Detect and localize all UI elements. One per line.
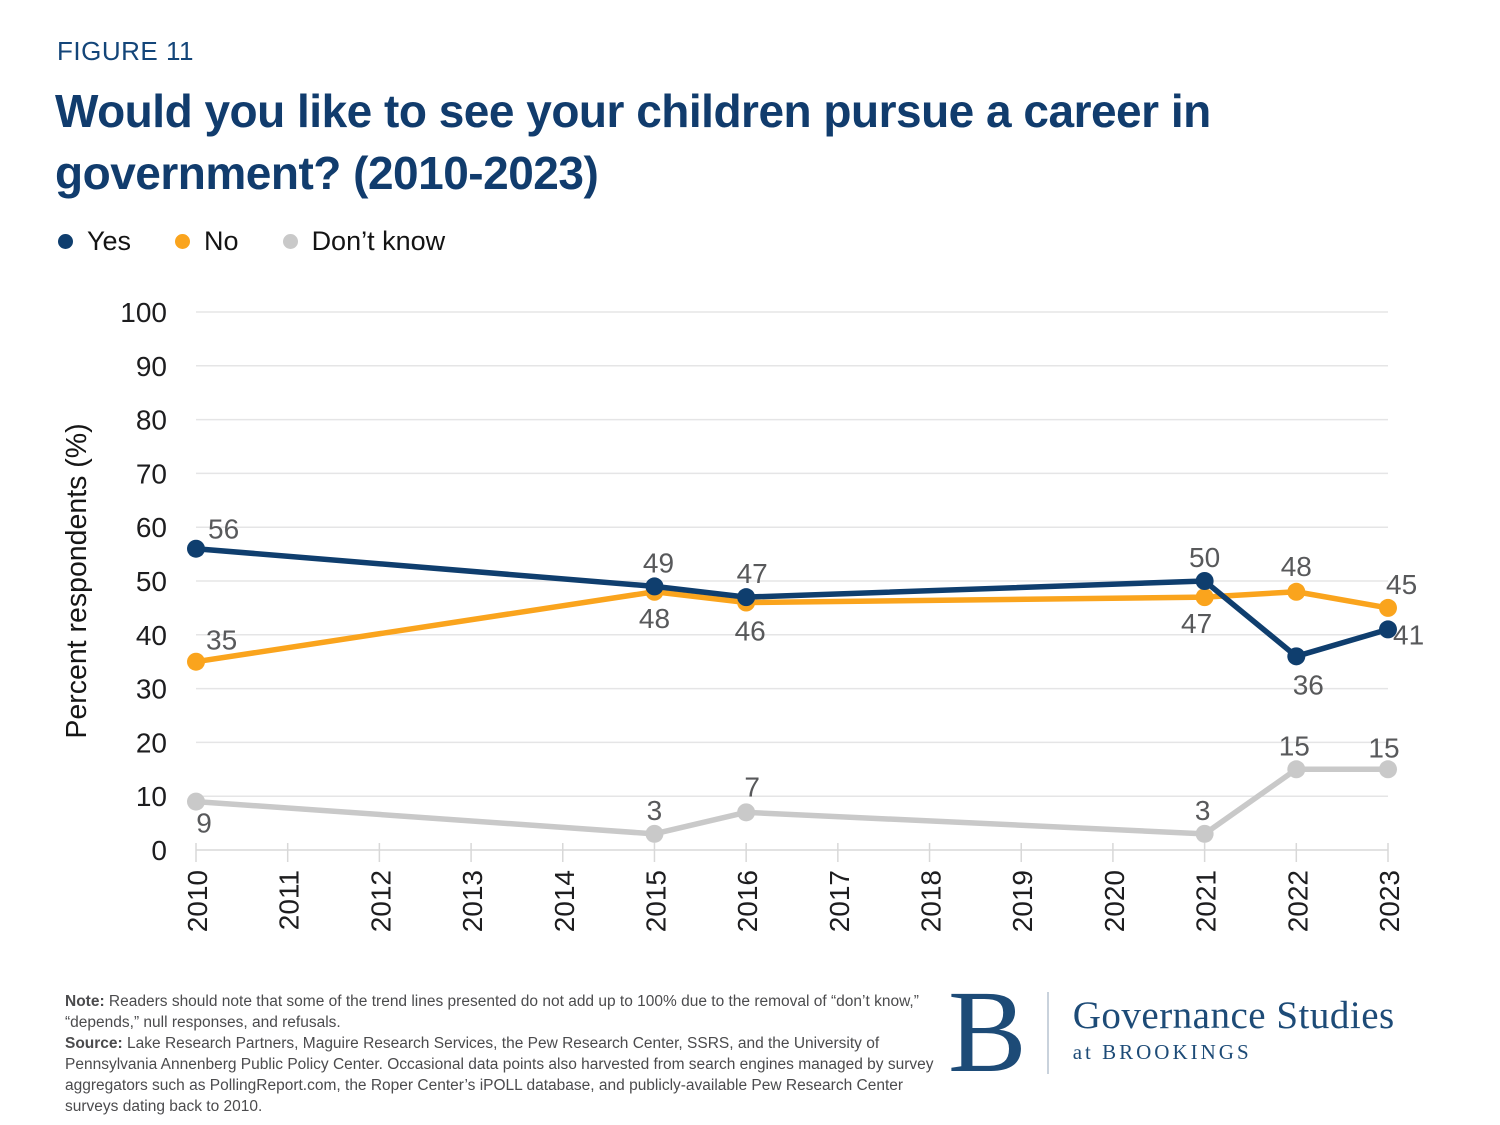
data-label-don-t-know-2015: 3 <box>647 795 663 826</box>
data-label-yes-2021: 50 <box>1189 542 1220 573</box>
data-point-yes-2022 <box>1287 647 1306 666</box>
legend-item-don-t-know: Don’t know <box>282 226 446 257</box>
line-chart: 0 10 20 30 40 50 60 70 80 90 100 2010 2011 2012 2013 20… <box>61 297 1424 932</box>
data-label-don-t-know-2023: 15 <box>1368 732 1399 763</box>
y-tick-label-90: 90 <box>136 351 167 382</box>
data-point-don-t-know-2016 <box>737 803 756 822</box>
data-label-don-t-know-2010: 9 <box>196 808 212 839</box>
figure-label: FIGURE 11 <box>57 36 194 66</box>
data-label-yes-2022: 36 <box>1293 669 1324 700</box>
x-tick-label-2016: 2016 <box>732 870 763 932</box>
source-label: Source: <box>65 1035 123 1052</box>
data-point-yes-2023 <box>1379 620 1397 639</box>
y-tick-label-30: 30 <box>136 674 167 705</box>
legend-item-no: No <box>175 226 239 257</box>
x-tick-label-2011: 2011 <box>274 870 305 930</box>
legend-label-yes: Yes <box>87 226 132 256</box>
data-label-no-2021: 47 <box>1181 608 1212 639</box>
data-label-no-2010: 35 <box>206 625 237 656</box>
data-label-no-2022: 48 <box>1281 551 1312 582</box>
data-label-don-t-know-2022: 15 <box>1279 730 1310 761</box>
x-tick-label-2023: 2023 <box>1374 870 1405 932</box>
source-text: Lake Research Partners, Maguire Research… <box>65 1035 934 1115</box>
y-tick-label-60: 60 <box>136 512 167 543</box>
legend-label-don-t-know: Don’t know <box>311 226 446 256</box>
chart-legend: Yes No Don’t know <box>58 226 489 257</box>
data-point-don-t-know-2015 <box>645 824 664 843</box>
y-tick-label-20: 20 <box>136 727 167 758</box>
data-point-yes-2010 <box>187 539 205 558</box>
data-label-don-t-know-2016: 7 <box>744 771 760 802</box>
legend-dot-no <box>175 234 191 249</box>
data-point-no-2023 <box>1379 598 1397 617</box>
data-point-no-2010 <box>187 652 205 671</box>
data-label-yes-2010: 56 <box>208 514 239 545</box>
note-paragraph: Note: Readers should note that some of t… <box>65 991 945 1033</box>
y-axis-title: Percent respondents (%) <box>61 423 93 738</box>
data-point-no-2022 <box>1287 582 1306 601</box>
data-label-no-2015: 48 <box>639 603 670 634</box>
legend-dot-yes <box>58 234 73 249</box>
logo-divider <box>1046 992 1049 1074</box>
data-label-yes-2023: 41 <box>1393 619 1424 650</box>
data-label-yes-2016: 47 <box>737 558 768 589</box>
x-tick-label-2020: 2020 <box>1099 870 1130 932</box>
y-tick-label-50: 50 <box>136 566 167 597</box>
series-line-don-t-know <box>193 766 1391 837</box>
x-tick-label-2015: 2015 <box>640 870 671 932</box>
y-tick-label-0: 0 <box>151 835 167 866</box>
legend-dot-don-t-know <box>282 234 298 249</box>
series-line-no <box>193 589 1391 665</box>
data-label-yes-2015: 49 <box>643 547 674 578</box>
y-tick-label-80: 80 <box>136 405 167 436</box>
data-label-don-t-know-2021: 3 <box>1195 795 1211 826</box>
data-point-don-t-know-2021 <box>1195 824 1214 843</box>
data-point-don-t-know-2010 <box>187 792 205 811</box>
series-line-yes <box>193 545 1391 660</box>
data-point-yes-2015 <box>645 577 664 596</box>
x-tick-label-2017: 2017 <box>824 870 855 932</box>
logo-at-brookings: at BROOKINGS <box>1072 1040 1252 1064</box>
x-tick-label-2019: 2019 <box>1007 870 1038 932</box>
brookings-b-mark: B <box>948 966 1027 1097</box>
data-point-don-t-know-2022 <box>1287 760 1306 779</box>
y-tick-label-10: 10 <box>136 781 167 812</box>
data-label-no-2023: 45 <box>1386 569 1417 600</box>
x-tick-label-2018: 2018 <box>916 870 947 932</box>
chart-title-line1: Would you like to see your children purs… <box>55 85 1211 137</box>
note-label: Note: <box>65 993 105 1010</box>
data-point-no-2021 <box>1195 588 1214 607</box>
x-tick-label-2012: 2012 <box>365 870 396 932</box>
logo-text: Governance Studies at BROOKINGS <box>1073 986 1395 1065</box>
data-label-no-2016: 46 <box>735 616 766 647</box>
source-paragraph: Source: Lake Research Partners, Maguire … <box>65 1033 945 1117</box>
x-tick-label-2013: 2013 <box>457 870 488 932</box>
x-tick-label-2014: 2014 <box>549 870 580 932</box>
legend-item-yes: Yes <box>58 226 131 257</box>
data-point-don-t-know-2023 <box>1379 760 1397 779</box>
logo-governance-studies: Governance Studies <box>1072 994 1395 1037</box>
x-tick-label-2021: 2021 <box>1191 870 1222 932</box>
legend-label-no: No <box>204 226 239 256</box>
data-point-yes-2016 <box>737 588 756 607</box>
x-tick-label-2010: 2010 <box>182 870 213 932</box>
chart-notes: Note: Readers should note that some of t… <box>65 991 945 1117</box>
y-tick-label-40: 40 <box>136 620 167 651</box>
y-tick-label-70: 70 <box>136 458 167 489</box>
data-point-yes-2021 <box>1195 572 1214 590</box>
note-text: Readers should note that some of the tre… <box>65 993 919 1031</box>
brookings-logo: B Governance Studies at BROOKINGS <box>948 966 1395 1097</box>
chart-title-line2: government? (2010-2023) <box>55 147 599 199</box>
chart-title: Would you like to see your children purs… <box>55 80 1211 204</box>
y-tick-label-100: 100 <box>120 297 167 328</box>
x-tick-label-2022: 2022 <box>1282 870 1313 932</box>
